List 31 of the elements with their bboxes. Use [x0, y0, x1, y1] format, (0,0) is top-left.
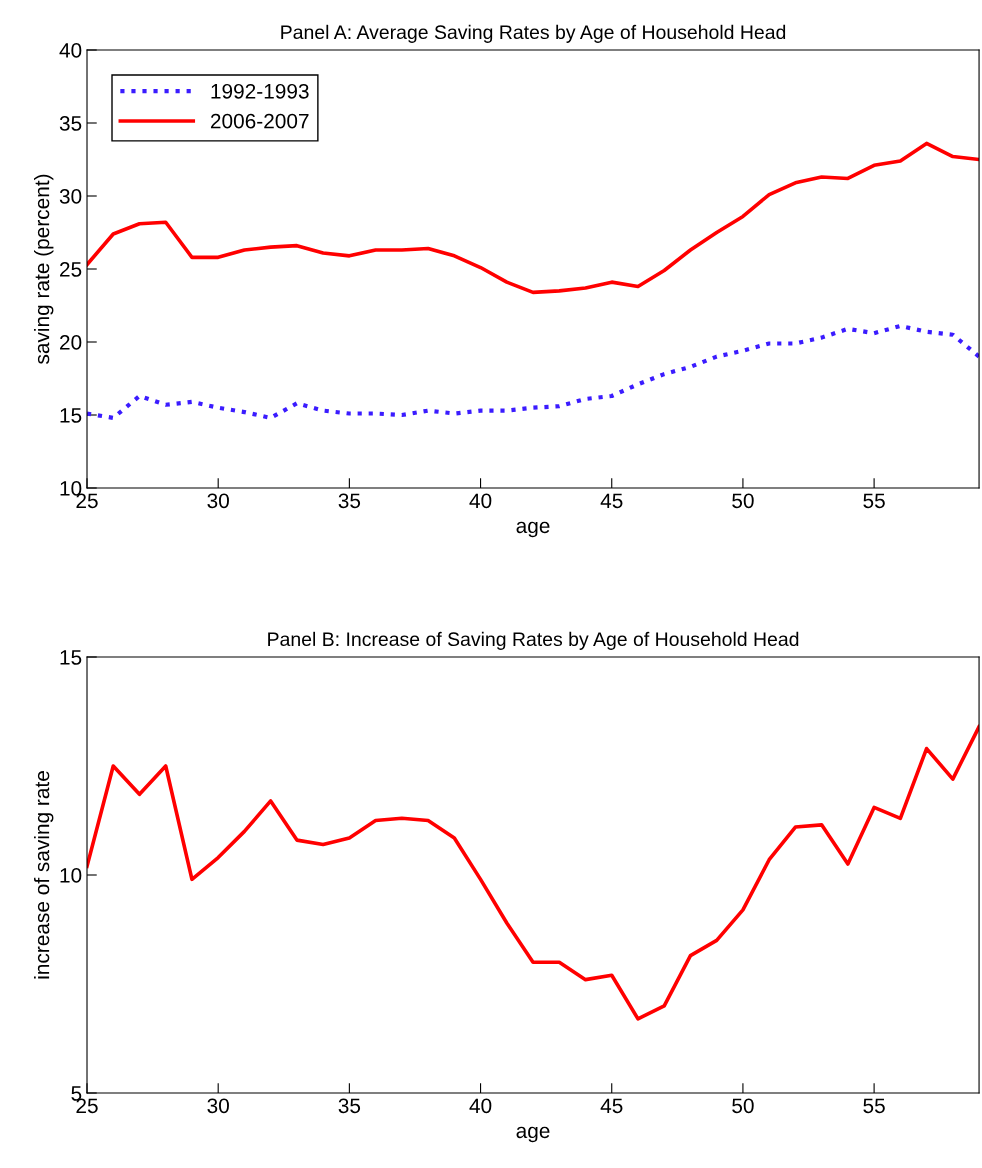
y-tick-label: 35: [59, 116, 82, 131]
y-tick-label: 25: [60, 262, 82, 277]
chart-title: Panel B: Increase of Saving Rates by Age of Household Head: [268, 631, 799, 650]
y-tick-label: 40: [59, 43, 82, 58]
x-tick-label: 45: [600, 1098, 623, 1114]
legend-label: 1992-1993: [211, 83, 309, 99]
x-tick-label: 40: [469, 493, 492, 509]
x-tick-label: 55: [863, 1098, 885, 1114]
x-tick-label: 45: [600, 493, 623, 509]
line-series: [87, 323, 980, 421]
y-tick-label: 30: [59, 189, 82, 204]
y-tick-label: 15: [60, 408, 82, 423]
x-tick-label: 30: [207, 1098, 229, 1114]
y-tick-label: 10: [60, 868, 82, 883]
y-tick-label: 20: [60, 335, 82, 350]
x-tick-label: 50: [732, 1098, 754, 1114]
x-tick-label: 35: [338, 493, 361, 509]
legend-label: 2006-2007: [210, 113, 309, 129]
x-tick-label: 50: [732, 493, 754, 509]
y-axis-title: increase of saving rate: [34, 771, 54, 979]
x-axis-title: age: [516, 1126, 550, 1143]
line-series: [87, 724, 980, 1021]
x-tick-label: 55: [863, 493, 885, 509]
x-tick-label: 30: [207, 493, 229, 509]
x-axis-title: age: [516, 521, 550, 538]
x-tick-label: 35: [338, 1098, 361, 1114]
chart-title: Panel A: Average Saving Rates by Age of Household Head: [281, 24, 786, 43]
line-series: [87, 141, 980, 295]
y-axis-title: saving rate (percent): [34, 174, 54, 364]
y-tick-label: 15: [60, 650, 82, 665]
x-tick-label: 40: [469, 1098, 492, 1114]
